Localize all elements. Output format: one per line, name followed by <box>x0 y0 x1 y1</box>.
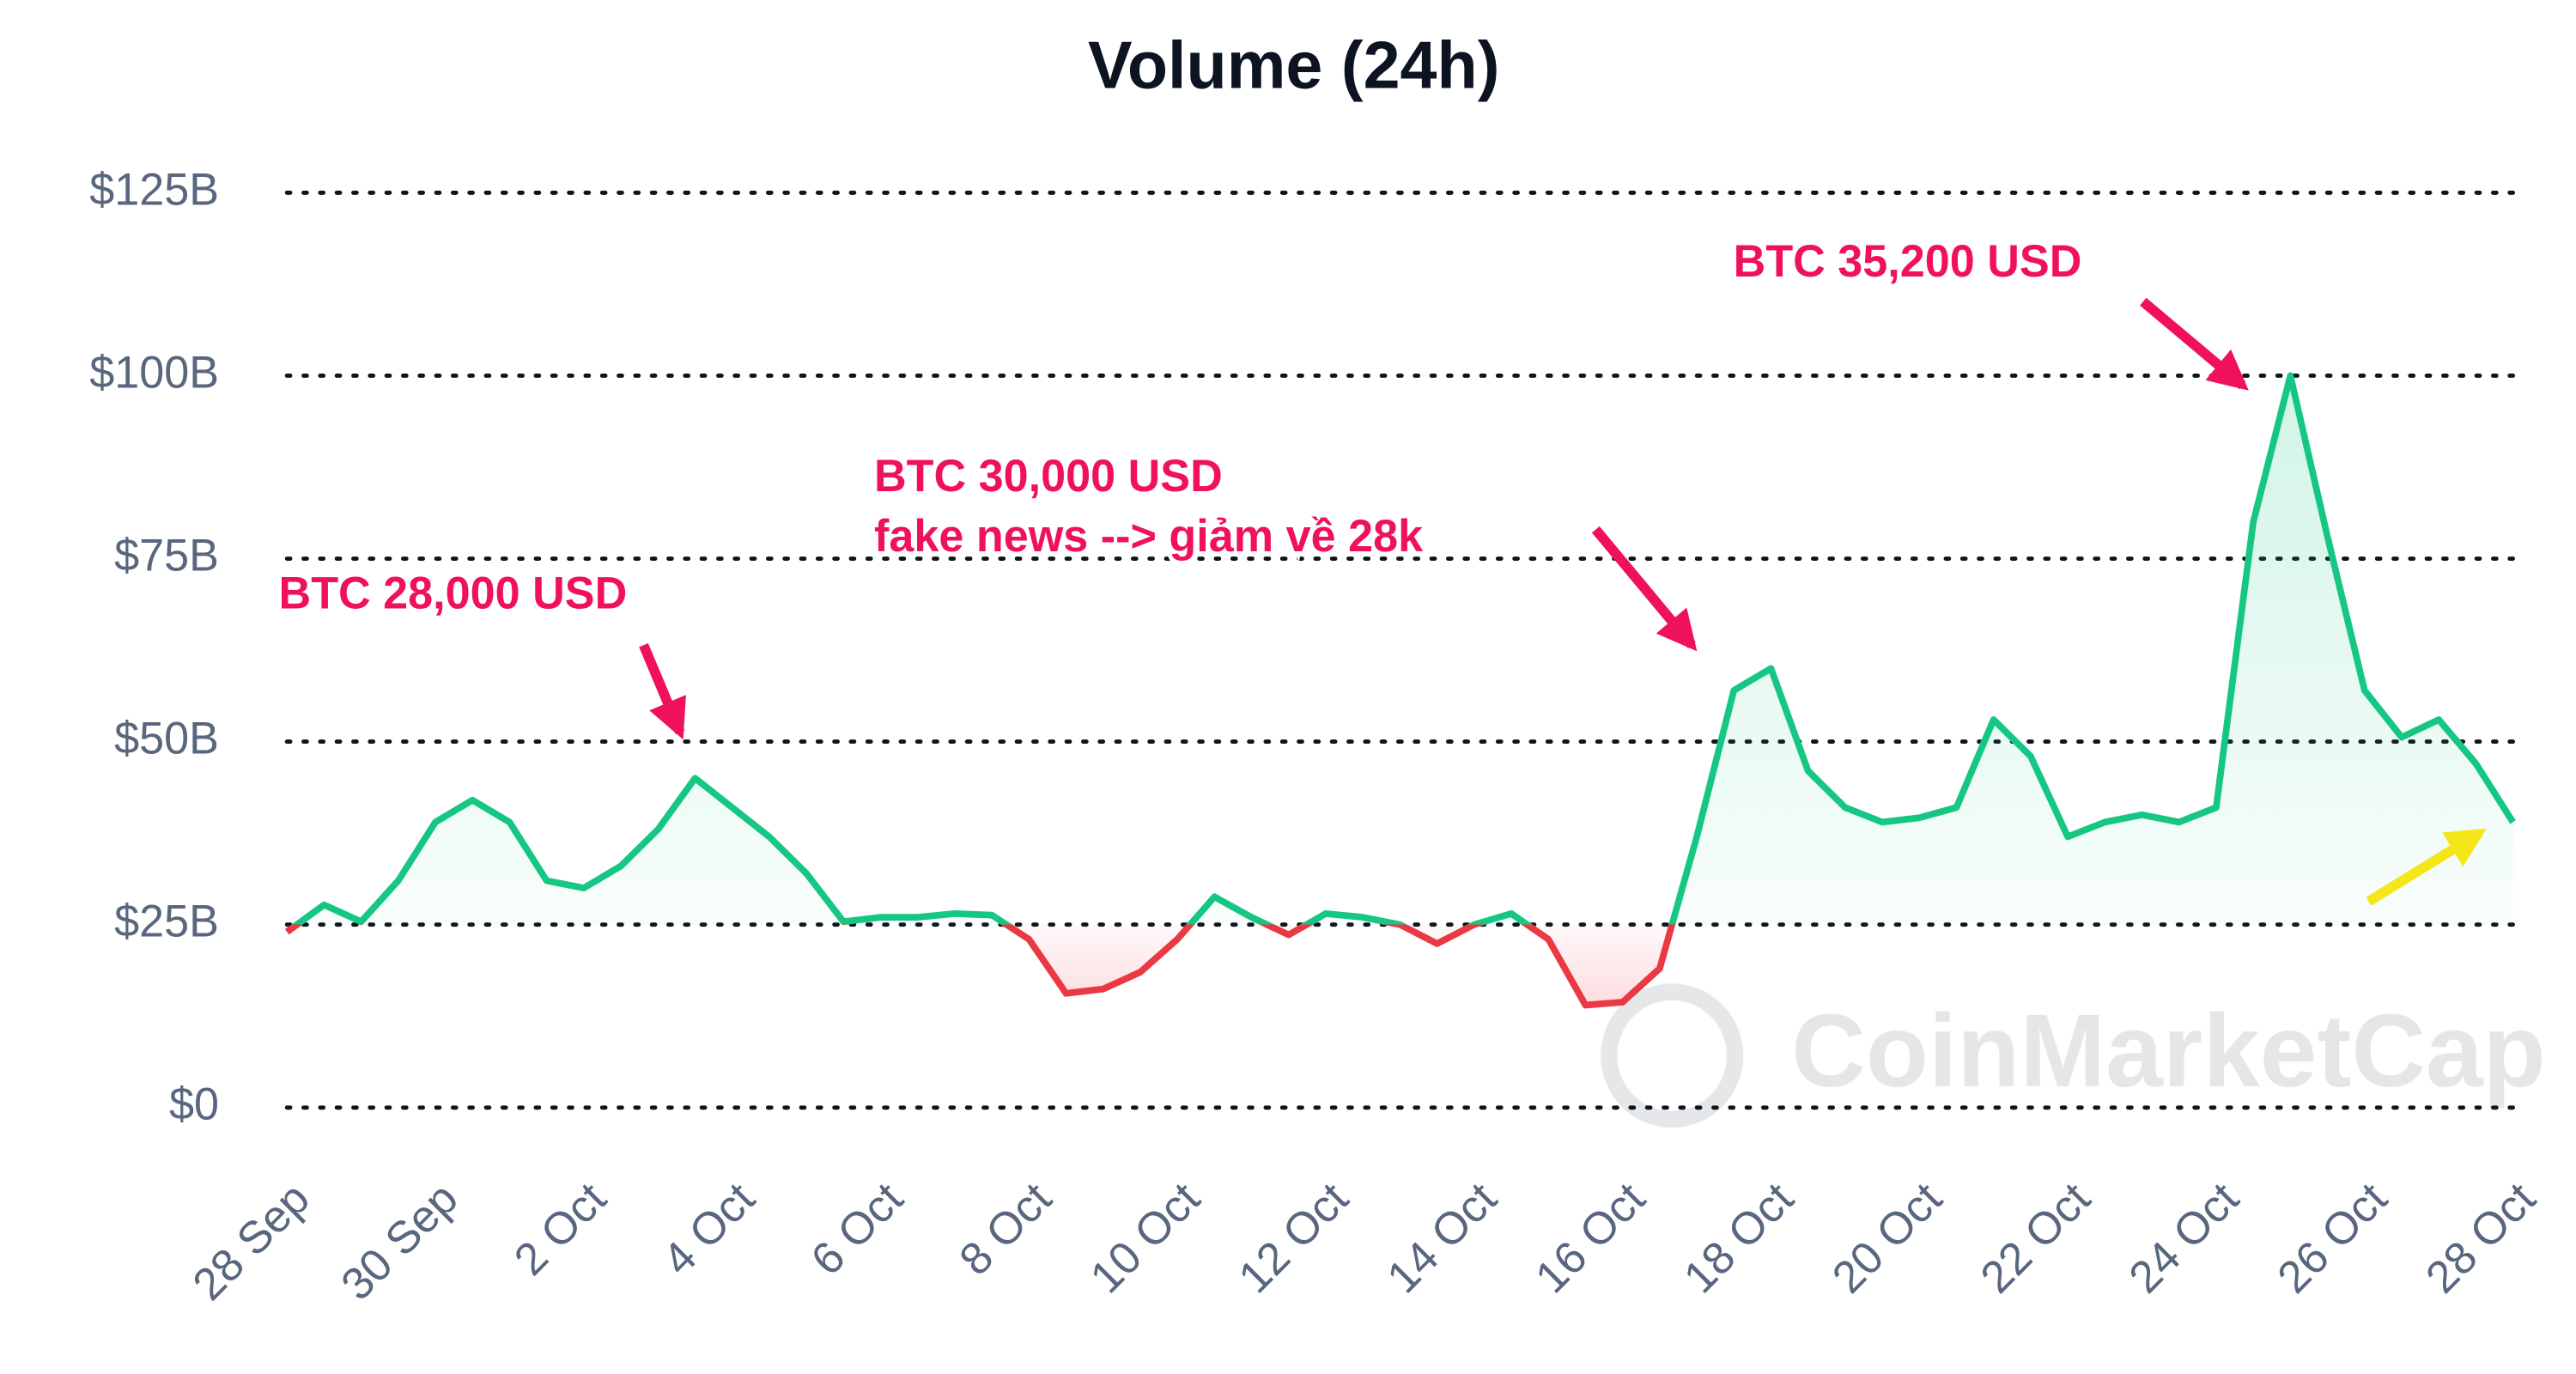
area <box>287 375 2513 1006</box>
watermark-text: CoinMarketCap <box>1791 993 2545 1110</box>
y-tick-label: $75B <box>114 531 219 581</box>
x-tick-label: 6 Oct <box>802 1173 913 1286</box>
annotation: BTC 35,200 USD <box>1734 237 2082 287</box>
x-tick-label: 30 Sep <box>332 1173 468 1310</box>
annotation: fake news --> giảm về 28k <box>874 512 1424 562</box>
x-tick-label: 28 Oct <box>2417 1173 2546 1303</box>
arrow <box>2140 297 2249 391</box>
x-tick-label: 26 Oct <box>2269 1173 2397 1303</box>
chart-title: Volume (24h) <box>1088 28 1499 102</box>
arrow <box>1591 526 1698 652</box>
x-tick-label: 18 Oct <box>1675 1173 1804 1303</box>
watermark: CoinMarketCap <box>1601 983 2546 1128</box>
x-tick-label: 24 Oct <box>2120 1173 2249 1303</box>
x-tick-label: 8 Oct <box>951 1173 1061 1286</box>
line <box>284 372 2516 1009</box>
x-tick-label: 22 Oct <box>1971 1173 2100 1303</box>
arrow <box>2366 828 2487 906</box>
x-tick-label: 14 Oct <box>1378 1173 1507 1303</box>
y-tick-label: $50B <box>114 714 219 763</box>
x-tick-label: 2 Oct <box>505 1173 616 1286</box>
annotation: BTC 28,000 USD <box>279 568 628 618</box>
x-tick-label: 12 Oct <box>1230 1173 1358 1303</box>
x-tick-label: 20 Oct <box>1823 1173 1952 1303</box>
y-tick-label: $0 <box>169 1079 219 1129</box>
y-tick-label: $125B <box>89 165 219 215</box>
x-tick-label: 10 Oct <box>1081 1173 1210 1303</box>
x-tick-label: 16 Oct <box>1527 1173 1656 1303</box>
arrow <box>639 642 686 740</box>
annotation: BTC 30,000 USD <box>874 452 1223 502</box>
x-tick-label: 4 Oct <box>653 1173 764 1286</box>
x-tick-label: 28 Sep <box>184 1173 319 1310</box>
y-tick-label: $25B <box>114 897 219 946</box>
y-tick-label: $100B <box>89 348 219 398</box>
annotations: BTC 28,000 USD BTC 30,000 USD fake news … <box>275 233 2487 906</box>
